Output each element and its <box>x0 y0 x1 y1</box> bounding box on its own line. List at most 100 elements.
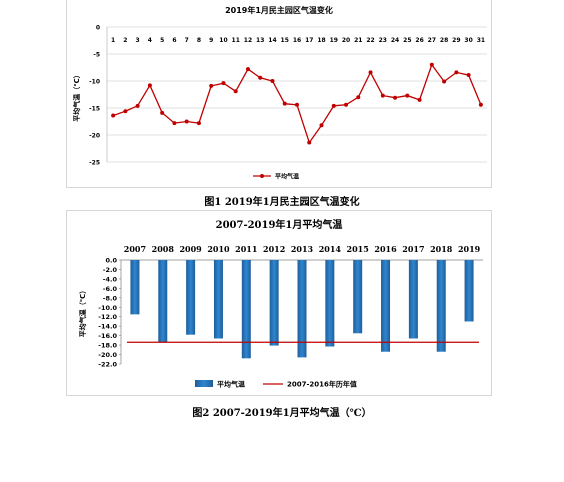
chart1-data-point <box>147 83 152 88</box>
chart1-data-point <box>209 83 214 88</box>
chart1-y-tick-label: -25 <box>89 160 100 167</box>
chart2-y-tick-label: -12.0 <box>98 313 117 321</box>
chart1-x-tick-label: 20 <box>342 37 350 44</box>
chart2-bar <box>241 260 251 359</box>
chart1-x-tick-label: 25 <box>403 37 411 44</box>
chart1-data-point <box>368 70 373 75</box>
chart1-y-axis-label: 平均气温（℃） <box>72 71 81 121</box>
chart2-x-tick-label: 2018 <box>430 244 453 254</box>
chart2-x-tick-label: 2019 <box>458 244 481 254</box>
chart1-data-point <box>319 123 324 128</box>
chart2-y-tick-label: -6.0 <box>103 285 118 293</box>
chart2-x-tick-label: 2012 <box>263 244 285 254</box>
chart1-data-point <box>356 95 361 100</box>
chart1-x-tick-label: 7 <box>185 37 189 44</box>
chart2-x-tick-label: 2017 <box>402 244 424 254</box>
chart1-x-tick-label: 6 <box>172 37 176 44</box>
chart2-y-tick-label: -10.0 <box>98 304 117 312</box>
chart1-x-tick-label: 15 <box>281 37 289 44</box>
chart1-data-point <box>258 75 263 80</box>
chart1-x-tick-label: 31 <box>477 37 485 44</box>
chart1-x-tick-label: 2 <box>123 37 127 44</box>
chart1-x-tick-label: 8 <box>197 37 201 44</box>
chart1-data-point <box>221 81 226 86</box>
chart2-bar <box>158 260 168 343</box>
chart2-bar <box>297 260 307 358</box>
chart1-data-point <box>196 121 201 126</box>
chart1-data-point <box>478 102 483 107</box>
chart1-x-tick-label: 26 <box>415 37 423 44</box>
chart2-x-tick-label: 2013 <box>291 244 314 254</box>
chart2-x-tick-label: 2007 <box>124 244 146 254</box>
chart1-x-tick-label: 3 <box>136 37 140 44</box>
chart1-legend-marker <box>260 174 264 178</box>
chart2-x-tick-label: 2009 <box>179 244 202 254</box>
chart2-x-tick-label: 2011 <box>235 244 257 254</box>
chart1-data-point <box>135 103 140 108</box>
chart1-x-tick-label: 12 <box>244 37 252 44</box>
chart2-y-tick-label: -8.0 <box>103 294 118 302</box>
chart1-frame: 2019年1月民主园区气温变化 0 -5 -10 -15 -20 -25 1 2 3 4 5 6 7 8 9 1… <box>66 0 492 188</box>
chart1-x-tick-label: 1 <box>111 37 115 44</box>
chart1-data-point <box>331 103 336 108</box>
chart2-legend-label: 平均气温 <box>217 380 245 389</box>
chart1-data-point <box>307 140 312 145</box>
chart2-y-axis-label: 平均气温（℃） <box>78 287 87 337</box>
chart1-x-tick-label: 19 <box>330 37 338 44</box>
chart2-svg: 2007-2019年1月平均气温 2007 2008 2009 2010 2011 2012… <box>78 218 483 389</box>
chart1-x-tick-label: 18 <box>317 37 325 44</box>
chart1-x-tick-label: 9 <box>209 37 213 44</box>
chart2-y-tick-label: -4.0 <box>103 275 118 283</box>
chart2-bar <box>464 260 474 322</box>
chart1-data-point <box>442 79 447 84</box>
chart2-bar <box>269 260 279 346</box>
chart1-data-point <box>380 93 385 98</box>
chart2-y-tick-label: -14.0 <box>98 323 117 331</box>
chart2-x-tick-label: 2008 <box>152 244 175 254</box>
chart1-data-point <box>233 89 238 94</box>
chart1-data-point <box>270 79 275 83</box>
chart2-bar <box>436 260 446 352</box>
chart1-x-tick-label: 21 <box>354 37 362 44</box>
chart2-bar <box>325 260 335 347</box>
chart1-x-tick-label: 23 <box>379 37 387 44</box>
chart2-legend-reference-label: 2007-2016年历年值 <box>287 380 357 389</box>
chart1-data-point <box>393 95 398 100</box>
chart1-x-tick-label: 22 <box>366 37 374 44</box>
chart1-x-tick-label: 27 <box>428 37 436 44</box>
chart1-data-point <box>282 101 287 106</box>
chart1-x-tick-label: 13 <box>256 37 264 44</box>
chart1-data-point <box>295 102 299 107</box>
chart2-y-tick-label: 0.0 <box>105 257 117 265</box>
chart1-data-point <box>184 119 189 124</box>
chart1-data-point <box>123 109 128 114</box>
chart1-y-tick-label: -5 <box>93 52 100 59</box>
chart2-y-tick-label: -22.0 <box>98 361 117 369</box>
chart1-legend-label: 平均气温 <box>275 173 299 181</box>
chart1-data-point <box>405 93 410 98</box>
chart1-y-tick-label: -15 <box>89 106 100 113</box>
chart2-frame: 2007-2019年1月平均气温 2007 2008 2009 2010 2011 2012… <box>66 210 492 396</box>
chart2-bar <box>130 260 140 315</box>
chart2-bar <box>408 260 418 339</box>
chart1-x-tick-label: 16 <box>293 37 301 44</box>
chart2-legend-swatch <box>195 380 213 387</box>
chart1-x-tick-label: 5 <box>160 37 164 44</box>
chart1-y-tick-label: 0 <box>96 25 100 32</box>
chart1-title: 2019年1月民主园区气温变化 <box>225 5 333 15</box>
chart1-x-tick-label: 14 <box>268 37 276 44</box>
chart2-title: 2007-2019年1月平均气温 <box>216 218 343 231</box>
chart1-data-point <box>160 110 165 115</box>
chart2-bar <box>353 260 363 334</box>
chart2-y-tick-label: -18.0 <box>98 342 117 350</box>
chart2-bar <box>381 260 391 352</box>
chart1-x-tick-label: 4 <box>148 37 152 44</box>
chart2-x-tick-label: 2014 <box>319 244 342 254</box>
chart1-x-tick-label: 24 <box>391 37 399 44</box>
chart1-y-tick-label: -20 <box>89 133 100 140</box>
chart1-x-tick-label: 30 <box>464 37 472 44</box>
chart1-x-tick-label: 17 <box>305 37 313 44</box>
figure1-caption: 图1 2019年1月民主园区气温变化 <box>204 197 360 208</box>
chart2-x-tick-label: 2015 <box>347 244 369 254</box>
